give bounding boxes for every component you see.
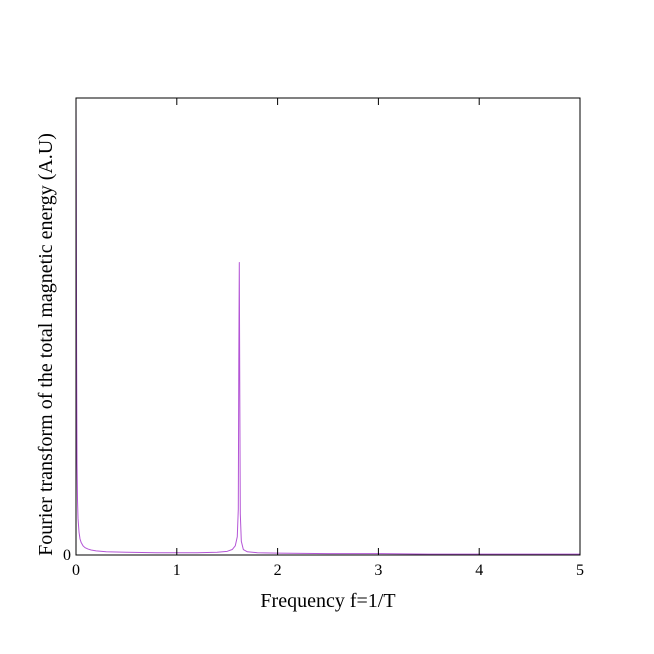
x-tick-label: 3 (374, 562, 382, 579)
x-tick-label: 4 (475, 562, 483, 579)
x-tick-label: 1 (173, 562, 181, 579)
labels-layer: 0 1 2 3 4 5 0 (63, 547, 584, 579)
series-line-0 (75, 97, 580, 555)
x-tick-label: 0 (72, 562, 80, 579)
ticks-layer (75, 98, 581, 555)
y-tick-label: 0 (63, 547, 71, 564)
series-layer (75, 97, 580, 555)
x-tick-label: 5 (576, 562, 584, 579)
plot-frame (75, 97, 581, 556)
x-tick-label: 2 (274, 562, 282, 579)
y-axis-title: Fourier transform of the total magnetic … (35, 133, 57, 556)
x-axis-title: Frequency f=1/T (260, 590, 395, 612)
